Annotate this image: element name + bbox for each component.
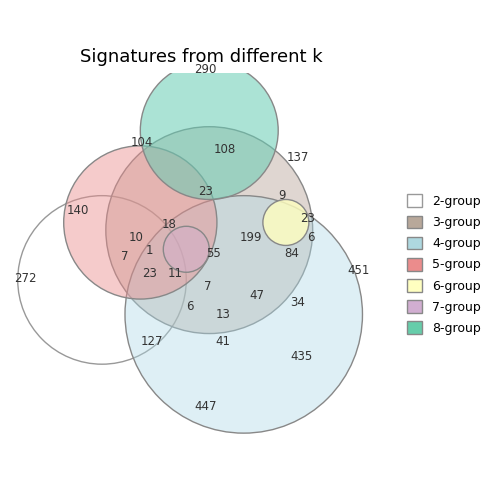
Text: 272: 272 — [14, 272, 37, 285]
Text: 41: 41 — [216, 335, 230, 348]
Title: Signatures from different k: Signatures from different k — [80, 48, 323, 66]
Text: 23: 23 — [198, 185, 213, 198]
Text: 104: 104 — [131, 136, 153, 149]
Text: 11: 11 — [167, 267, 182, 280]
Text: 9: 9 — [278, 189, 286, 202]
Text: 140: 140 — [67, 205, 89, 217]
Circle shape — [18, 196, 186, 364]
Text: 18: 18 — [162, 218, 177, 231]
Text: 84: 84 — [285, 246, 299, 260]
Text: 34: 34 — [290, 296, 305, 309]
Legend: 2-group, 3-group, 4-group, 5-group, 6-group, 7-group, 8-group: 2-group, 3-group, 4-group, 5-group, 6-gr… — [407, 195, 481, 335]
Text: 23: 23 — [300, 212, 315, 225]
Circle shape — [163, 226, 209, 272]
Text: 7: 7 — [121, 250, 129, 264]
Circle shape — [106, 127, 312, 334]
Text: 55: 55 — [206, 246, 220, 260]
Circle shape — [125, 196, 362, 433]
Circle shape — [263, 200, 309, 245]
Text: 451: 451 — [347, 264, 370, 277]
Text: 137: 137 — [286, 151, 308, 164]
Text: 290: 290 — [194, 63, 217, 76]
Circle shape — [140, 61, 278, 200]
Text: 1: 1 — [146, 244, 153, 258]
Text: 108: 108 — [214, 143, 236, 156]
Circle shape — [64, 146, 217, 299]
Text: 10: 10 — [129, 231, 144, 244]
Text: 23: 23 — [142, 267, 157, 280]
Text: 447: 447 — [194, 400, 217, 413]
Text: 47: 47 — [249, 289, 264, 302]
Text: 7: 7 — [204, 280, 212, 292]
Text: 435: 435 — [290, 350, 312, 363]
Text: 127: 127 — [141, 335, 163, 348]
Text: 6: 6 — [306, 231, 314, 244]
Text: 13: 13 — [216, 308, 230, 321]
Text: 6: 6 — [186, 300, 194, 313]
Text: 199: 199 — [240, 231, 263, 244]
